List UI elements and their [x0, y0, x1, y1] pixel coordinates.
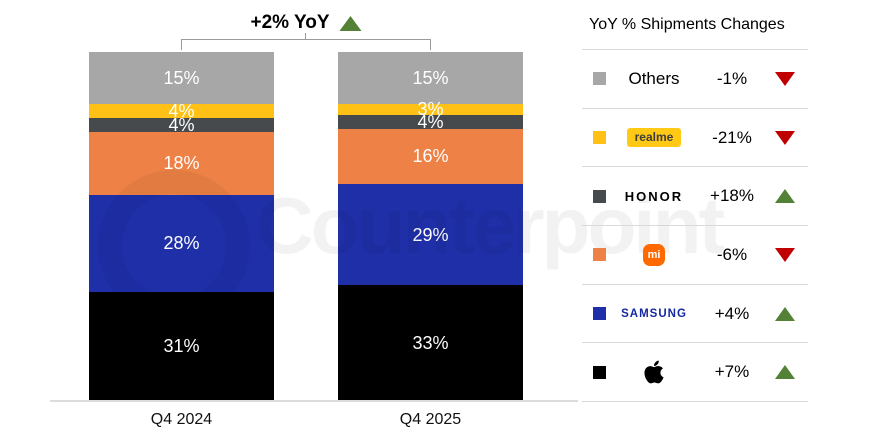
legend-row-xiaomi: mi -6%	[582, 226, 808, 285]
up-triangle-icon	[775, 306, 795, 321]
segment-value-label: 4%	[417, 111, 444, 132]
down-triangle-icon	[775, 247, 795, 262]
down-triangle-icon	[775, 130, 795, 145]
apple-logo-icon	[644, 360, 664, 384]
bracket-tick-left	[181, 39, 182, 50]
x-axis-label-q4-2024: Q4 2024	[150, 411, 213, 428]
legend-change-realme: -21%	[712, 127, 752, 147]
bar-segment-realme: 3%	[338, 100, 523, 118]
legend-row-others: Others -1%	[582, 50, 808, 109]
segment-value-label: 15%	[412, 68, 449, 89]
bracket-line	[181, 39, 431, 40]
segment-value-label: 4%	[168, 101, 195, 122]
bar-segment-others: 15%	[338, 52, 523, 105]
segment-value-label: 18%	[163, 153, 200, 174]
total-yoy-text: +2% YoY	[250, 12, 330, 33]
total-yoy-label: +2% YoY	[250, 12, 362, 34]
bar-segment-apple: 33%	[338, 285, 523, 400]
bar-segment-honor: 4%	[338, 111, 523, 132]
bracket-tick-middle	[305, 33, 306, 39]
bar-segment-samsung: 29%	[338, 184, 523, 286]
bar-segment-realme: 4%	[89, 101, 274, 122]
segment-value-label: 4%	[168, 115, 195, 136]
bracket-tick-right	[430, 39, 431, 50]
brand-label: Others	[628, 68, 680, 88]
legend-brand-samsung: SAMSUNG	[606, 308, 702, 320]
legend-brand-others: Others	[606, 69, 702, 89]
segment-value-label: 29%	[412, 224, 449, 245]
bar-segment-honor: 4%	[89, 115, 274, 136]
segment-value-label: 3%	[417, 99, 444, 120]
realme-logo-icon: realme	[626, 128, 682, 148]
legend-brand-apple	[606, 359, 702, 385]
legend-change-honor: +18%	[710, 186, 754, 206]
legend-title: YoY % Shipments Changes	[582, 0, 808, 50]
bar-segment-samsung: 28%	[89, 194, 274, 293]
x-axis-label-q4-2025: Q4 2025	[399, 411, 462, 428]
legend-swatch-honor	[593, 189, 606, 203]
stacked-bar-q4-2025: 15% 3% 4% 16% 29% 33%	[338, 52, 523, 400]
legend-change-samsung: +4%	[714, 303, 750, 323]
xiaomi-logo-icon: mi	[643, 243, 665, 266]
up-triangle-icon	[775, 189, 795, 204]
legend-change-apple: +7%	[714, 362, 750, 382]
legend-swatch-xiaomi	[593, 248, 606, 262]
up-triangle-icon	[339, 15, 362, 31]
segment-value-label: 31%	[163, 336, 200, 356]
legend-swatch-samsung	[593, 307, 606, 321]
legend-brand-honor: HONOR	[606, 189, 702, 204]
legend-panel: YoY % Shipments Changes Others -1% realme -…	[582, 0, 808, 403]
bar-segment-xiaomi: 18%	[89, 132, 274, 195]
legend-row-samsung: SAMSUNG +4%	[582, 285, 808, 344]
honor-logo-icon: HONOR	[624, 188, 684, 204]
legend-row-realme: realme -21%	[582, 109, 808, 168]
legend-change-others: -1%	[716, 68, 748, 88]
samsung-logo-icon: SAMSUNG	[621, 307, 687, 320]
legend-change-xiaomi: -6%	[716, 244, 748, 264]
legend-brand-xiaomi: mi	[606, 243, 702, 266]
bar-segment-xiaomi: 16%	[338, 128, 523, 185]
x-axis-line	[50, 400, 578, 402]
segment-value-label: 16%	[412, 146, 449, 167]
segment-value-label: 28%	[163, 233, 200, 254]
segment-value-label: 15%	[163, 68, 200, 89]
legend-swatch-realme	[593, 131, 606, 145]
down-triangle-icon	[775, 71, 795, 86]
legend-brand-realme: realme	[606, 128, 702, 148]
bar-segment-apple: 31%	[89, 292, 274, 400]
up-triangle-icon	[775, 365, 795, 380]
bar-segment-others: 15%	[89, 52, 274, 105]
segment-value-label: 33%	[412, 332, 449, 353]
legend-swatch-apple	[593, 365, 606, 379]
stacked-bar-q4-2024: 15% 4% 4% 18% 28% 31%	[89, 52, 274, 400]
legend-swatch-others	[593, 72, 606, 86]
legend-row-apple: +7%	[582, 343, 808, 403]
legend-row-honor: HONOR +18%	[582, 167, 808, 227]
